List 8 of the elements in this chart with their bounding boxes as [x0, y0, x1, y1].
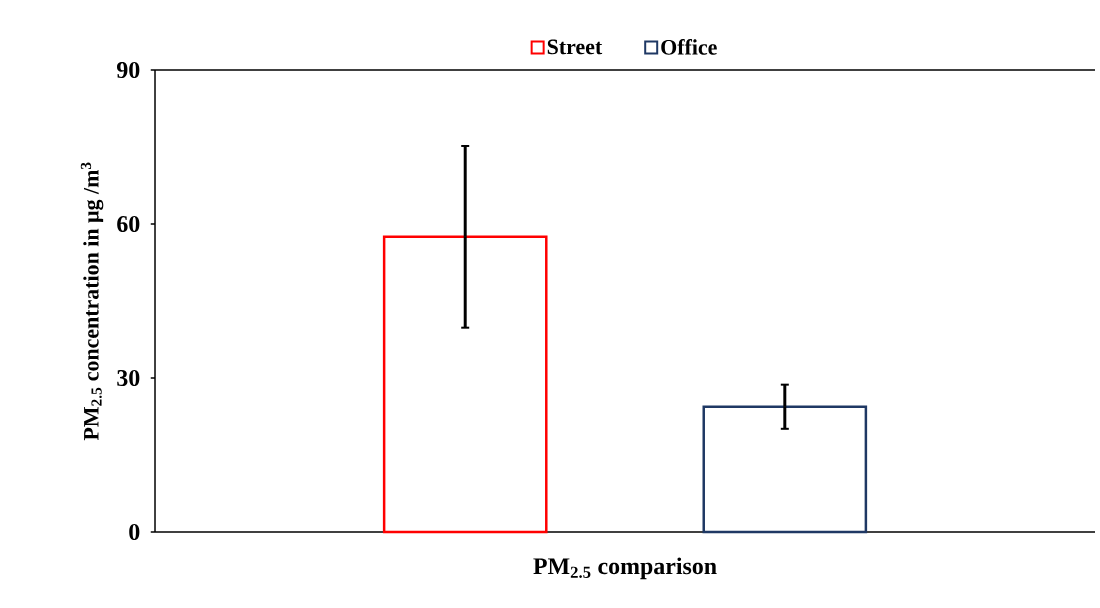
y-axis-title: PM$_{2.5}$ concentration in µg /m$^{3}$: [80, 162, 104, 441]
y-tick-label: 90: [117, 61, 140, 79]
y-tick-label: 60: [117, 215, 140, 233]
y-tick-label: 0: [129, 523, 140, 541]
legend-label: Street: [547, 39, 603, 55]
x-axis-title: PM$_{2.5}$ comparison: [533, 557, 717, 580]
y-tick-label: 30: [117, 369, 140, 387]
legend-label: Office: [661, 39, 717, 55]
